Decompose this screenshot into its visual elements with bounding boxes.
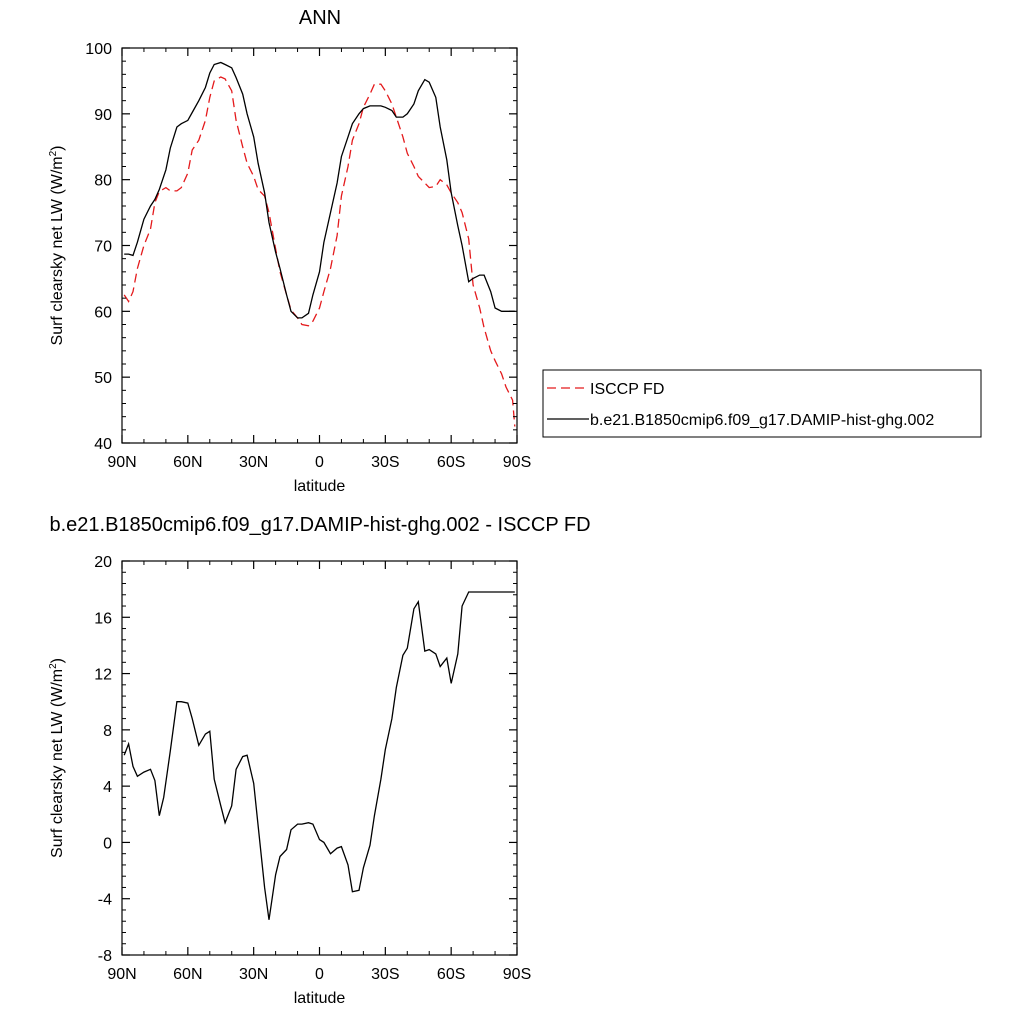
x-tick-label: 0 bbox=[315, 454, 324, 471]
x-tick-label: 60S bbox=[437, 966, 465, 983]
x-tick-label: 30S bbox=[371, 966, 399, 983]
chart-title: b.e21.B1850cmip6.f09_g17.DAMIP-hist-ghg.… bbox=[49, 514, 590, 536]
y-axis-label-close: ) bbox=[49, 146, 66, 151]
y-tick-label: 0 bbox=[103, 835, 112, 852]
y-tick-label: 50 bbox=[94, 370, 112, 387]
x-tick-label: 30N bbox=[239, 454, 268, 471]
x-tick-label: 30S bbox=[371, 454, 399, 471]
chart-title: ANN bbox=[299, 7, 341, 29]
y-axis-label-text: Surf clearsky net LW (W/m bbox=[49, 669, 66, 858]
x-tick-label: 90S bbox=[503, 966, 531, 983]
y-tick-label: 90 bbox=[94, 107, 112, 124]
y-tick-label: -4 bbox=[98, 892, 112, 909]
difference-panel: b.e21.B1850cmip6.f09_g17.DAMIP-hist-ghg.… bbox=[48, 514, 591, 1007]
x-axis-label: latitude bbox=[294, 478, 346, 495]
y-tick-label: 12 bbox=[94, 667, 112, 684]
legend-label-1: ISCCP FD bbox=[590, 381, 664, 398]
x-tick-label: 60N bbox=[173, 454, 202, 471]
y-tick-label: -8 bbox=[98, 948, 112, 965]
legend-box bbox=[542, 369, 982, 438]
x-tick-label: 90S bbox=[503, 454, 531, 471]
x-tick-label: 90N bbox=[107, 454, 136, 471]
x-tick-label: 0 bbox=[315, 966, 324, 983]
x-axis-label: latitude bbox=[294, 990, 346, 1007]
y-tick-label: 40 bbox=[94, 436, 112, 453]
y-axis-label: Surf clearsky net LW (W/m2) bbox=[48, 658, 66, 858]
y-tick-label: 4 bbox=[103, 779, 112, 796]
legend-label-2: b.e21.B1850cmip6.f09_g17.DAMIP-hist-ghg.… bbox=[590, 412, 934, 429]
x-tick-label: 60S bbox=[437, 454, 465, 471]
series-line-2 bbox=[124, 61, 515, 319]
y-axis-label: Surf clearsky net LW (W/m2) bbox=[48, 146, 66, 346]
y-tick-label: 100 bbox=[85, 41, 112, 58]
y-axis-label-superscript: 2 bbox=[48, 150, 59, 156]
y-axis-label-superscript: 2 bbox=[48, 663, 59, 669]
annual-mean-panel: ANN 40 50 60 70 80 90 100 90N 60N 30N 0 30S 60S 90S lat… bbox=[48, 7, 982, 495]
y-tick-label: 16 bbox=[94, 610, 112, 627]
y-tick-label: 20 bbox=[94, 554, 112, 571]
y-axis-label-text: Surf clearsky net LW (W/m bbox=[49, 156, 66, 345]
x-tick-label: 60N bbox=[173, 966, 202, 983]
y-tick-label: 60 bbox=[94, 304, 112, 321]
plot-frame bbox=[121, 560, 518, 956]
y-axis-label-close: ) bbox=[49, 658, 66, 663]
series-line-1 bbox=[123, 591, 515, 920]
y-tick-label: 80 bbox=[94, 173, 112, 190]
x-tick-label: 90N bbox=[107, 966, 136, 983]
y-tick-label: 8 bbox=[103, 723, 112, 740]
x-tick-label: 30N bbox=[239, 966, 268, 983]
plot-frame bbox=[121, 47, 518, 444]
y-tick-label: 70 bbox=[94, 239, 112, 256]
series-line-1 bbox=[123, 76, 516, 427]
